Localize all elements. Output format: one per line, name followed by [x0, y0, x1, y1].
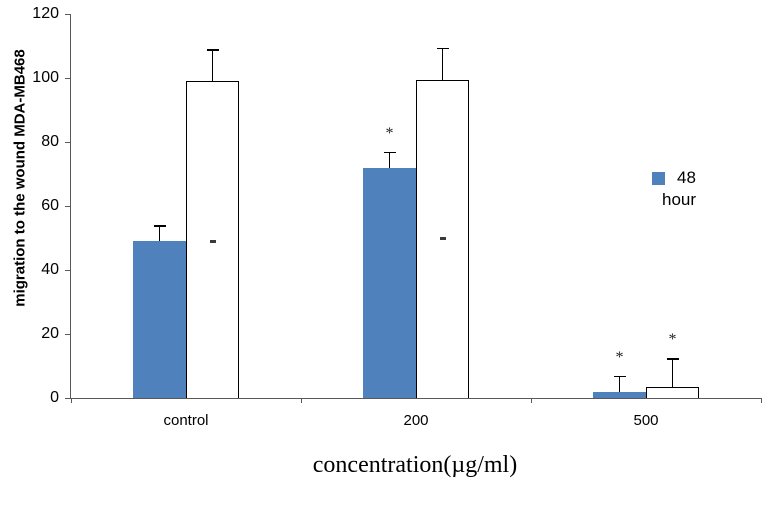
y-tick-mark: [65, 397, 71, 399]
bar-48-hour-500: [593, 391, 646, 398]
y-tick-label: 120: [32, 5, 59, 22]
x-category-label: 500: [633, 412, 659, 429]
y-tick-mark: [65, 141, 71, 143]
y-tick-label: 0: [50, 389, 59, 406]
bar-48-hour-control: [133, 241, 186, 398]
x-category-label: 200: [403, 412, 429, 429]
error-bar: [671, 358, 674, 387]
y-tick-label: 20: [41, 325, 59, 342]
error-bar: [618, 375, 621, 392]
error-bar-cap: [153, 225, 166, 227]
error-bar-cap: [436, 47, 449, 50]
y-tick-label: 40: [41, 261, 59, 278]
y-tick-mark: [65, 269, 71, 271]
y-tick-mark: [65, 13, 71, 15]
y-tick-mark: [65, 333, 71, 335]
y-axis-label: migration to the wound MDA-MB468: [11, 49, 29, 307]
error-bar-cap: [206, 49, 219, 51]
significance-asterisk: *: [615, 348, 624, 366]
error-bar: [441, 47, 444, 80]
error-bar-cap: [613, 375, 626, 378]
legend-swatch: [652, 171, 665, 185]
x-tick-mark: [70, 398, 72, 403]
x-tick-mark: [530, 398, 532, 403]
significance-asterisk: *: [385, 124, 394, 142]
y-tick-label: 100: [32, 69, 59, 86]
significance-asterisk: *: [668, 331, 677, 348]
y-tick-mark: [65, 205, 71, 207]
inner-dash-mark: [439, 236, 446, 240]
inner-dash-mark: [209, 239, 216, 243]
y-tick-mark: [65, 77, 71, 79]
y-tick-label: 60: [41, 197, 59, 214]
bar-48-hour-200: [363, 167, 416, 398]
x-tick-mark: [760, 398, 762, 403]
legend-entry: 48: [652, 168, 696, 188]
error-bar: [211, 49, 214, 82]
y-tick-label: 80: [41, 133, 59, 150]
x-axis-title: concentration(µg/ml): [312, 452, 518, 478]
plot-area: 0 20 40 60 80 100 120 control 200 * 500 * *: [32, 5, 762, 429]
x-category-label: control: [163, 412, 209, 429]
x-tick-mark: [300, 398, 302, 403]
legend-label-line2: hour: [662, 190, 697, 209]
error-bar: [388, 151, 391, 168]
legend-label-line1: 48: [677, 168, 696, 187]
bar-unlabeled-white-series-500: [646, 386, 699, 398]
error-bar-cap: [666, 358, 679, 360]
bar-unlabeled-white-series-control: [186, 81, 239, 398]
error-bar: [158, 225, 161, 242]
error-bar-cap: [383, 151, 396, 154]
legend: 48 hour: [652, 168, 696, 210]
